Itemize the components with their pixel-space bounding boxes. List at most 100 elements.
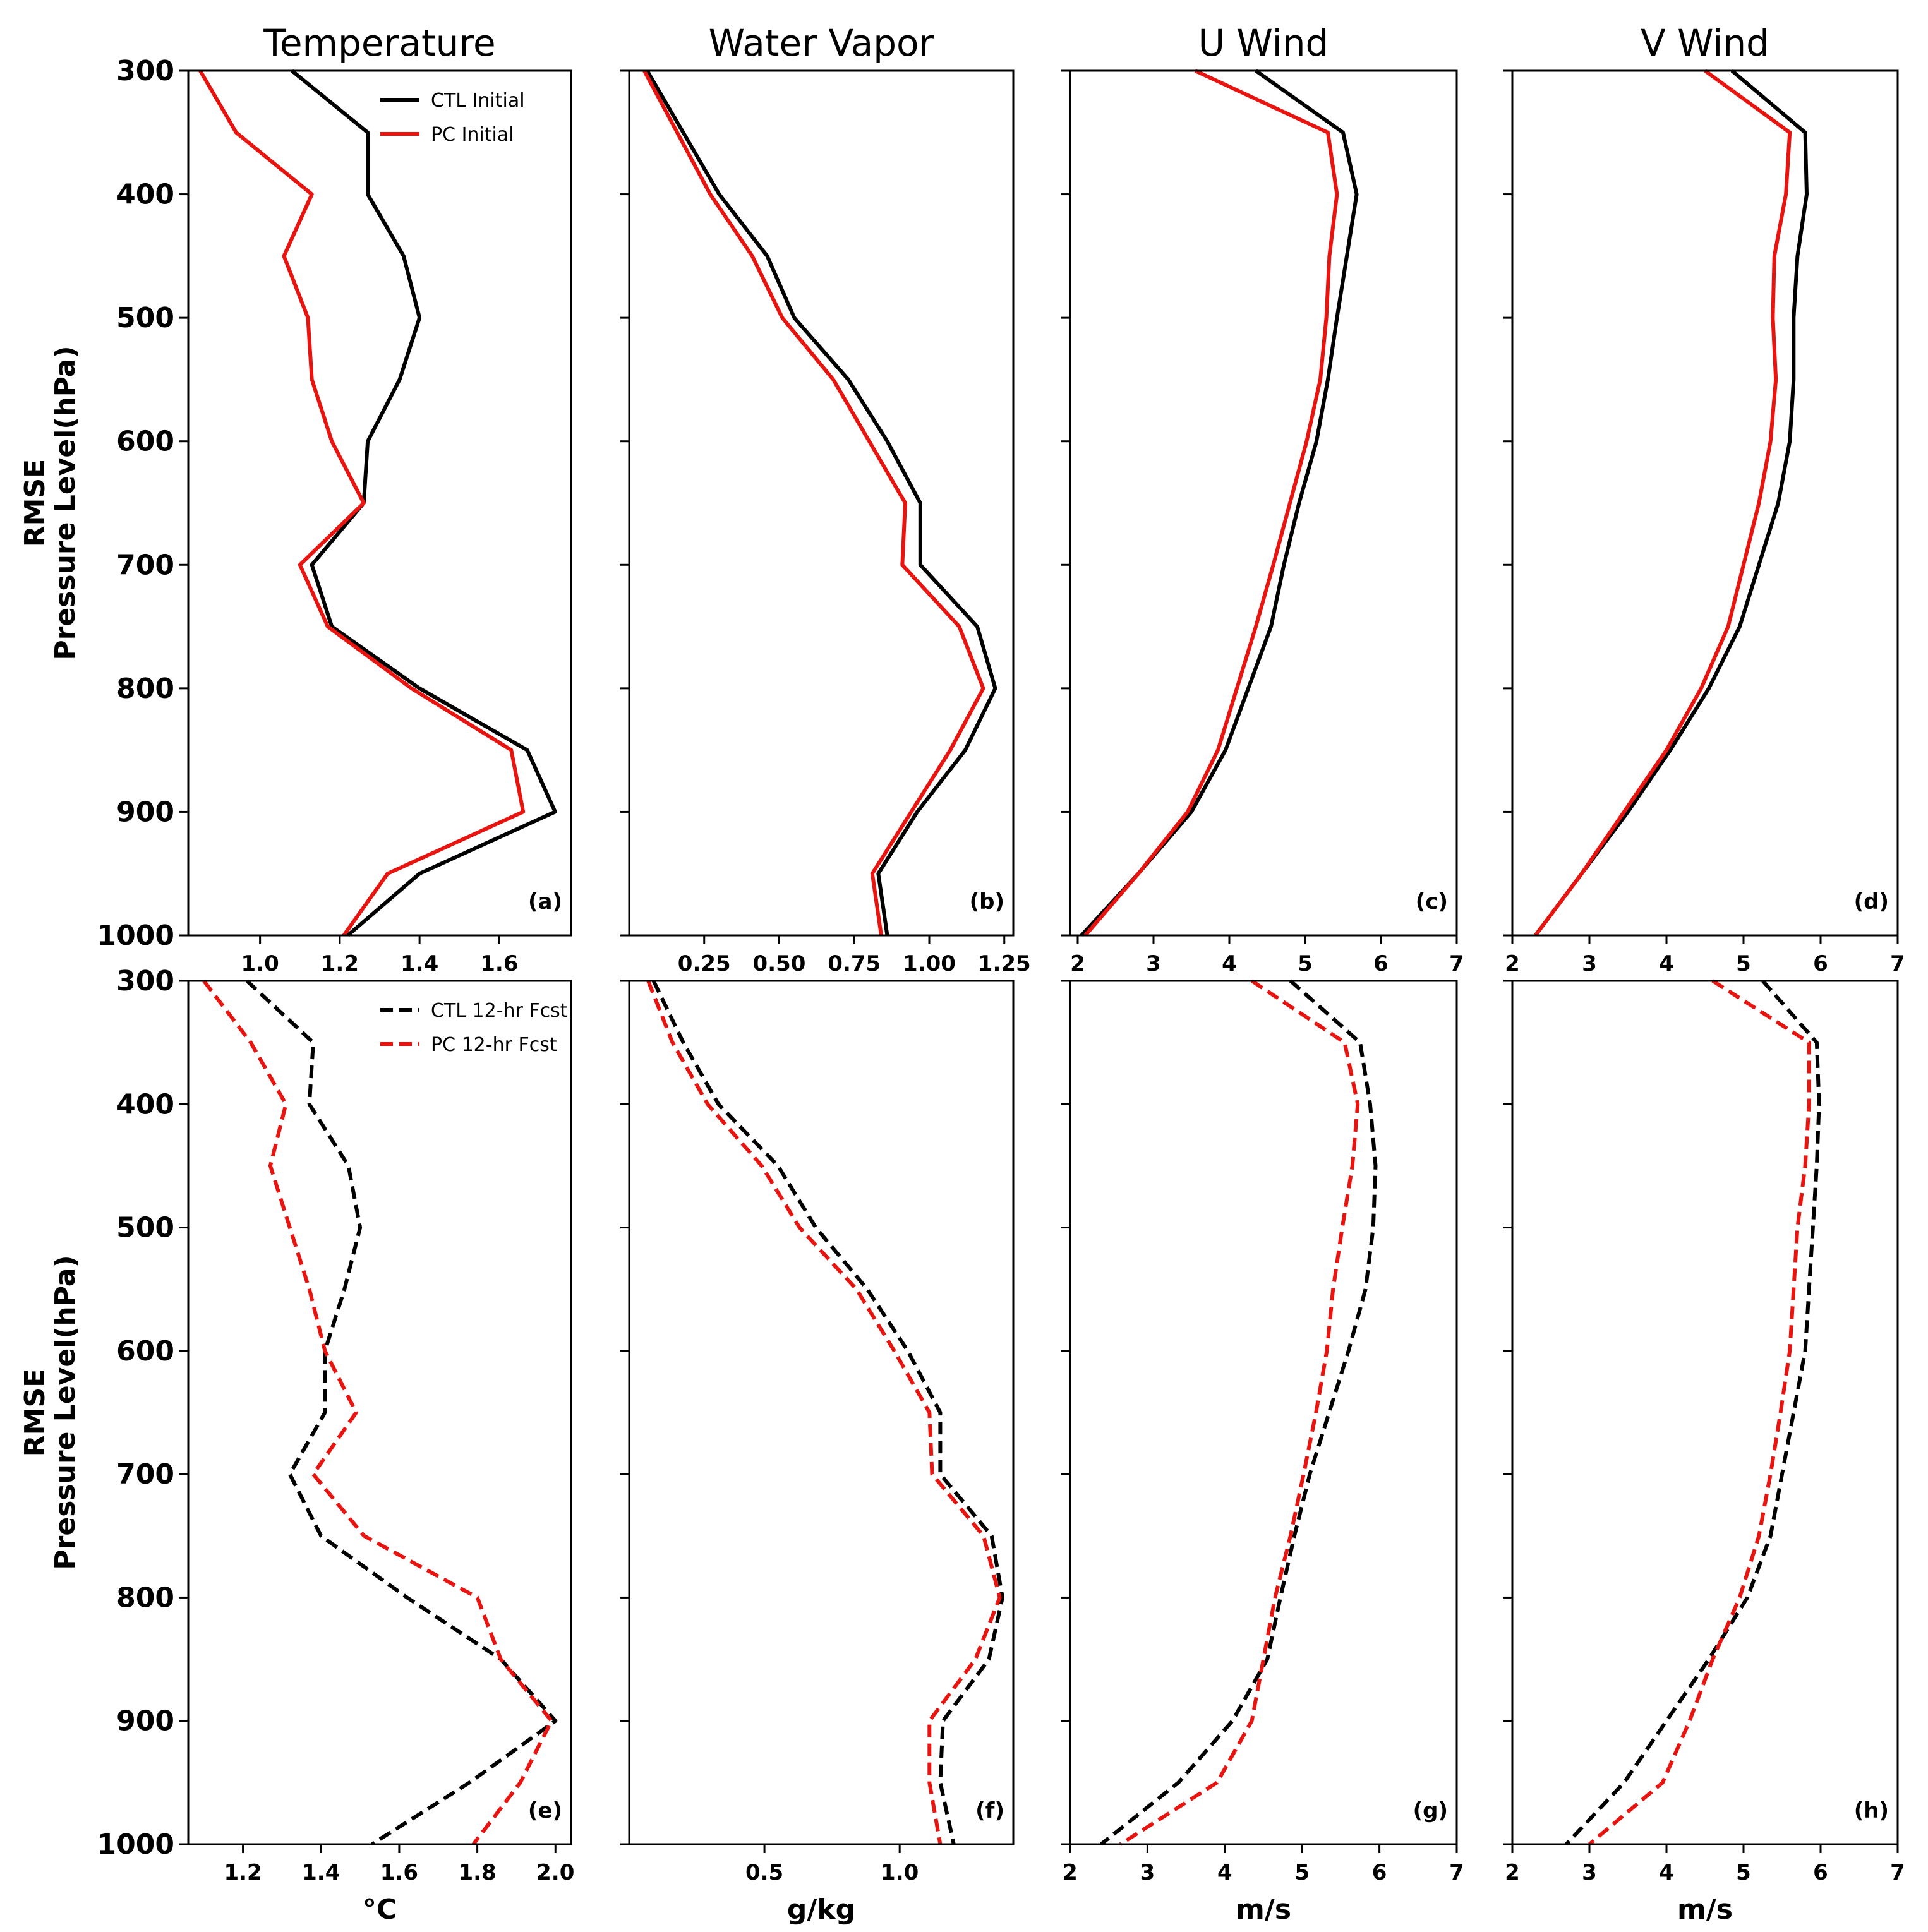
x-tick-label: 2	[1505, 1860, 1520, 1885]
series-line-pc	[646, 980, 1002, 1845]
axes-frame	[1511, 69, 1899, 937]
y-tick-label: 400	[116, 1088, 174, 1120]
y-tick-label: 600	[116, 426, 174, 458]
x-axis-label: m/s	[1236, 1893, 1291, 1926]
axes-frame	[628, 69, 1015, 937]
x-tick-label: 1.2	[321, 951, 359, 976]
panel-label: (c)	[1416, 889, 1448, 915]
y-axis-label-line1: RMSE	[19, 459, 51, 547]
legend: CTL Initial PC Initial	[380, 90, 525, 146]
x-tick-label: 5	[1736, 1860, 1751, 1885]
x-tick-label: 3	[1582, 951, 1597, 976]
panel-title: Temperature	[263, 21, 495, 64]
series-line-ctl	[291, 69, 557, 937]
x-tick-label: 2	[1070, 951, 1085, 976]
y-axis-label-line2: Pressure Level(hPa)	[49, 345, 81, 660]
series-line-ctl	[645, 69, 997, 936]
panel-title: Water Vapor	[709, 21, 934, 64]
y-axis-label-line2: Pressure Level(hPa)	[49, 1255, 81, 1569]
x-axis-label: °C	[363, 1893, 397, 1926]
x-tick-label: 0.5	[745, 1860, 783, 1885]
y-axis-label-line1: RMSE	[19, 1369, 51, 1456]
panel-g: 2 3 4 5 6 7 (g) m/s	[1061, 979, 1464, 1926]
y-tick-label: 700	[116, 1458, 174, 1491]
x-tick-label: 7	[1449, 951, 1464, 976]
y-tick-label: 600	[116, 1335, 174, 1367]
axes-frame	[628, 980, 1015, 1845]
axes-frame	[1069, 980, 1458, 1845]
panel-label: (g)	[1413, 1798, 1448, 1823]
series-line-ctl	[1080, 69, 1359, 937]
x-tick-label: 7	[1890, 951, 1905, 976]
axes-frame	[1069, 69, 1458, 937]
y-tick-label: 900	[116, 1705, 174, 1737]
y-tick-label: 700	[116, 549, 174, 581]
axes-frame	[187, 69, 572, 937]
y-tick-label: 300	[116, 965, 174, 997]
x-tick-label: 6	[1373, 951, 1389, 976]
series-line-pc	[1119, 979, 1360, 1846]
panel-h: 2 3 4 5 6 7 (h) m/s	[1503, 979, 1905, 1926]
x-axis-label: g/kg	[787, 1893, 855, 1926]
x-tick-label: 5	[1736, 951, 1751, 976]
series-line-ctl	[1565, 980, 1821, 1846]
x-tick-label: 1.25	[978, 951, 1031, 976]
series-line-pc	[1083, 69, 1339, 937]
y-tick-label: 900	[116, 796, 174, 828]
panel-label: (f)	[975, 1798, 1004, 1823]
x-tick-label: 1.00	[903, 951, 956, 976]
x-tick-label: 2.0	[536, 1860, 574, 1885]
legend-label-ctl: CTL 12-hr Fcst	[431, 1000, 568, 1022]
x-tick-label: 1.4	[302, 1860, 340, 1885]
x-tick-label: 2	[1505, 951, 1520, 976]
x-tick-label: 1.2	[224, 1860, 262, 1885]
x-axis-label: m/s	[1677, 1893, 1733, 1926]
axes-frame	[187, 980, 572, 1845]
x-tick-label: 1.0	[241, 951, 279, 976]
x-tick-label: 7	[1890, 1860, 1905, 1885]
legend-label-pc: PC 12-hr Fcst	[431, 1034, 557, 1056]
x-tick-label: 6	[1813, 951, 1828, 976]
x-tick-label: 3	[1146, 951, 1161, 976]
series-line-pc	[642, 69, 985, 936]
x-tick-label: 6	[1813, 1860, 1828, 1885]
x-tick-label: 1.4	[401, 951, 438, 976]
panel-title: U Wind	[1198, 21, 1329, 64]
x-tick-label: 1.0	[881, 1860, 919, 1885]
panel-f: 0.5 1.0 (f) g/kg	[620, 980, 1015, 1926]
y-tick-label: 500	[116, 302, 174, 334]
x-tick-label: 5	[1294, 1860, 1310, 1885]
series-line-ctl	[1100, 979, 1378, 1846]
y-tick-label: 800	[116, 1581, 174, 1614]
panel-label: (e)	[528, 1798, 562, 1823]
series-line-pc	[1588, 979, 1811, 1846]
x-tick-label: 4	[1659, 1860, 1674, 1885]
y-tick-label: 1000	[97, 920, 174, 952]
x-tick-label: 6	[1372, 1860, 1387, 1885]
legend: CTL 12-hr Fcst PC 12-hr Fcst	[380, 1000, 568, 1056]
x-tick-label: 3	[1582, 1860, 1597, 1885]
x-tick-label: 0.50	[753, 951, 806, 976]
x-tick-label: 4	[1222, 951, 1237, 976]
panel-c: 2 3 4 5 6 7 (c) U Wind	[1061, 21, 1464, 976]
legend-label-pc: PC Initial	[431, 124, 514, 146]
x-tick-label: 1.6	[480, 951, 518, 976]
x-tick-label: 4	[1217, 1860, 1232, 1885]
series-line-ctl	[245, 979, 558, 1846]
panel-e: 300 400 500 600 700 800 900 1000 1.2 1.4 1.6 1.8 2.0…	[19, 965, 574, 1926]
x-tick-label: 2	[1063, 1860, 1078, 1885]
axes-frame	[1511, 980, 1899, 1845]
x-tick-label: 4	[1659, 951, 1674, 976]
series-line-pc	[1534, 69, 1792, 937]
panel-label: (a)	[528, 889, 562, 915]
y-tick-label: 1000	[97, 1828, 174, 1861]
panel-d: 2 3 4 5 6 7 (d) V Wind	[1503, 21, 1905, 976]
x-tick-label: 0.75	[828, 951, 881, 976]
panel-title: V Wind	[1641, 21, 1769, 64]
panel-label: (d)	[1854, 889, 1889, 915]
x-tick-label: 5	[1298, 951, 1313, 976]
y-tick-label: 500	[116, 1212, 174, 1244]
series-line-ctl	[1534, 69, 1809, 937]
y-tick-label: 300	[116, 55, 174, 87]
